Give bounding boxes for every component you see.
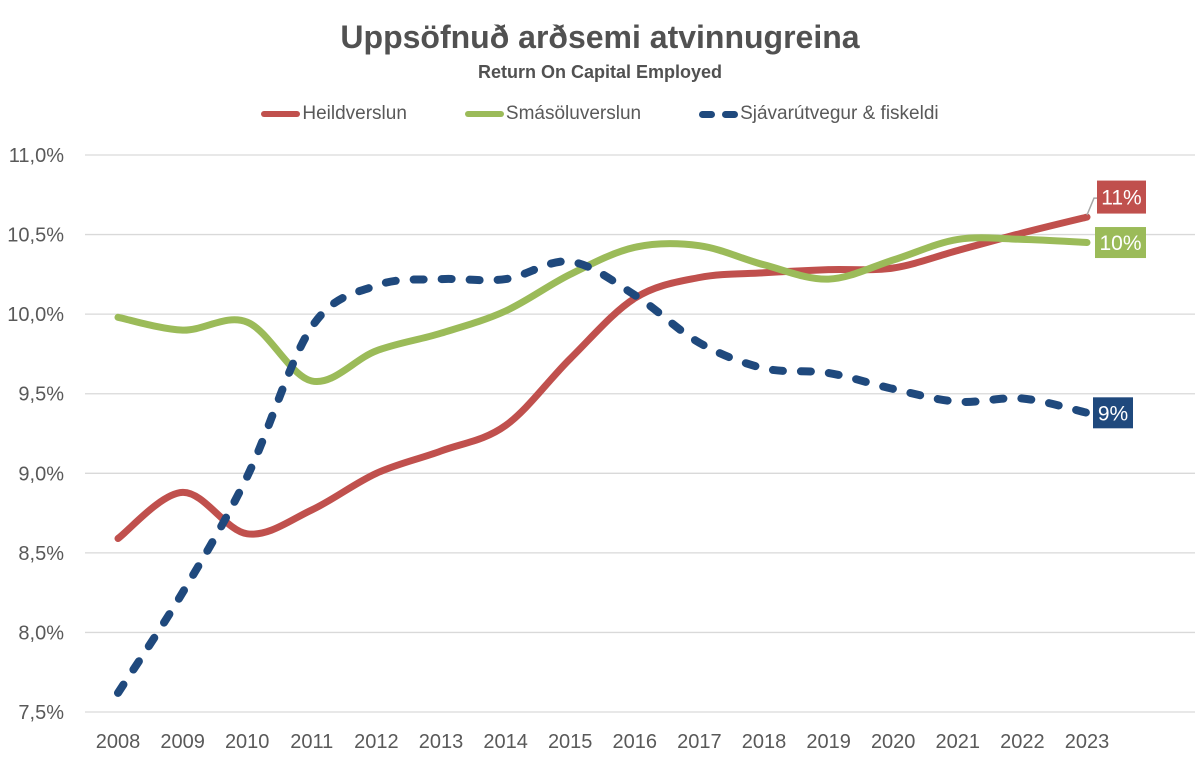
x-axis-year-label: 2012 [354, 731, 399, 753]
y-axis-tick-label: 10,0% [7, 304, 64, 326]
y-axis-tick-label: 9,5% [18, 384, 64, 406]
line-segment [261, 111, 301, 117]
end-label-value-0: 11% [1101, 187, 1141, 210]
x-axis-year-label: 2009 [160, 731, 205, 753]
series-line-0 [114, 213, 1091, 542]
leader-line [1086, 197, 1097, 216]
chart-subtitle: Return On Capital Employed [477, 62, 723, 82]
x-axis-year-label: 2022 [1000, 731, 1045, 753]
y-axis-tick-label: 9,0% [18, 463, 64, 485]
legend-label: Heildverslun [302, 103, 407, 124]
x-axis-year-label: 2021 [936, 731, 981, 753]
end-label-box-2 [1093, 397, 1133, 429]
end-label-value-1: 10% [1099, 232, 1141, 255]
dash-segment [722, 110, 739, 118]
dash-segment [699, 110, 716, 118]
legend-label: Smásöluverslun [505, 103, 642, 124]
x-axis-year-label: 2014 [483, 731, 528, 753]
chart-title: Uppsöfnuð arðsemi atvinnugreina [340, 19, 860, 55]
x-axis-year-label: 2013 [419, 731, 464, 753]
dashed-line-swatch-icon [699, 110, 739, 118]
x-axis-year-label: 2019 [806, 731, 851, 753]
legend: Heildverslun Smásöluverslun Sjávarútvegur … [0, 103, 1200, 125]
x-axis-year-label: 2018 [742, 731, 787, 753]
y-axis-tick-label: 11,0% [9, 145, 64, 167]
series-line-2 [114, 257, 1091, 697]
x-axis-year-label: 2010 [225, 731, 270, 753]
end-label-value-2: 9% [1098, 402, 1128, 425]
x-axis-year-label: 2011 [290, 731, 333, 753]
x-axis-year-label: 2020 [871, 731, 916, 753]
end-label-box-1 [1095, 227, 1146, 259]
legend-item-1: Smásöluverslun [464, 103, 642, 125]
series-line-1 [114, 234, 1091, 385]
y-axis-tick-label: 10,5% [7, 225, 64, 247]
legend-label: Sjávarútvegur & fiskeldi [740, 103, 939, 124]
end-label-box-0 [1097, 180, 1146, 214]
x-axis-year-label: 2017 [677, 731, 722, 753]
y-axis-tick-label: 8,5% [18, 543, 64, 565]
y-axis-tick-label: 8,0% [18, 622, 64, 644]
x-axis-year-label: 2015 [548, 731, 593, 753]
y-axis-tick-label: 7,5% [18, 702, 64, 724]
legend-item-2: Sjávarútvegur & fiskeldi [699, 103, 939, 125]
x-axis-year-label: 2023 [1065, 731, 1110, 753]
x-axis-year-label: 2008 [96, 731, 141, 753]
x-axis-year-label: 2016 [613, 731, 658, 753]
line-segment [464, 111, 504, 117]
legend-item-0: Heildverslun [261, 103, 407, 125]
line-swatch-icon [261, 111, 301, 117]
line-swatch-icon [464, 111, 504, 117]
